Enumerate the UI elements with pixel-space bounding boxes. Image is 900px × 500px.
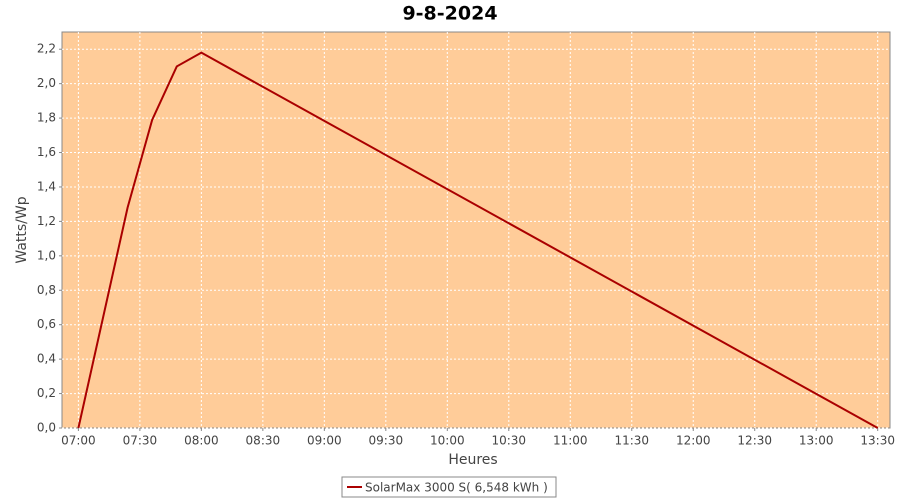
- x-tick-label: 10:00: [430, 434, 465, 448]
- y-axis-label: Watts/Wp: [14, 196, 30, 263]
- x-tick-label: 10:30: [491, 434, 526, 448]
- y-tick-label: 1,0: [37, 248, 56, 262]
- x-tick-label: 11:00: [553, 434, 588, 448]
- y-tick-label: 0,6: [37, 317, 56, 331]
- y-tick-label: 1,8: [37, 111, 56, 125]
- y-tick-label: 1,4: [37, 179, 56, 193]
- chart-title: 9-8-2024: [402, 3, 497, 25]
- y-tick-label: 0,0: [37, 421, 56, 435]
- plot-area: [61, 31, 891, 429]
- series-line: [77, 51, 879, 429]
- x-tick-label: 08:30: [246, 434, 281, 448]
- x-tick-label: 09:30: [369, 434, 404, 448]
- x-tick-label: 12:30: [737, 434, 772, 448]
- x-tick-label: 13:30: [860, 434, 895, 448]
- y-tick-label: 0,8: [37, 283, 56, 297]
- y-tick-label: 0,4: [37, 352, 56, 366]
- x-tick-label: 12:00: [676, 434, 711, 448]
- x-tick-label: 13:00: [799, 434, 834, 448]
- y-tick-label: 1,2: [37, 214, 56, 228]
- y-tick-label: 2,0: [37, 76, 56, 90]
- y-tick-label: 1,6: [37, 145, 56, 159]
- x-tick-label: 09:00: [307, 434, 342, 448]
- x-axis-label: Heures: [448, 452, 497, 468]
- legend-box: [341, 476, 557, 498]
- y-tick-label: 0,2: [37, 386, 56, 400]
- x-tick-label: 07:00: [61, 434, 96, 448]
- x-tick-label: 11:30: [614, 434, 649, 448]
- x-tick-label: 08:00: [184, 434, 219, 448]
- y-tick-label: 2,2: [37, 42, 56, 56]
- x-tick-label: 07:30: [123, 434, 158, 448]
- legend-label: SolarMax 3000 S( 6,548 kWh ): [365, 481, 548, 495]
